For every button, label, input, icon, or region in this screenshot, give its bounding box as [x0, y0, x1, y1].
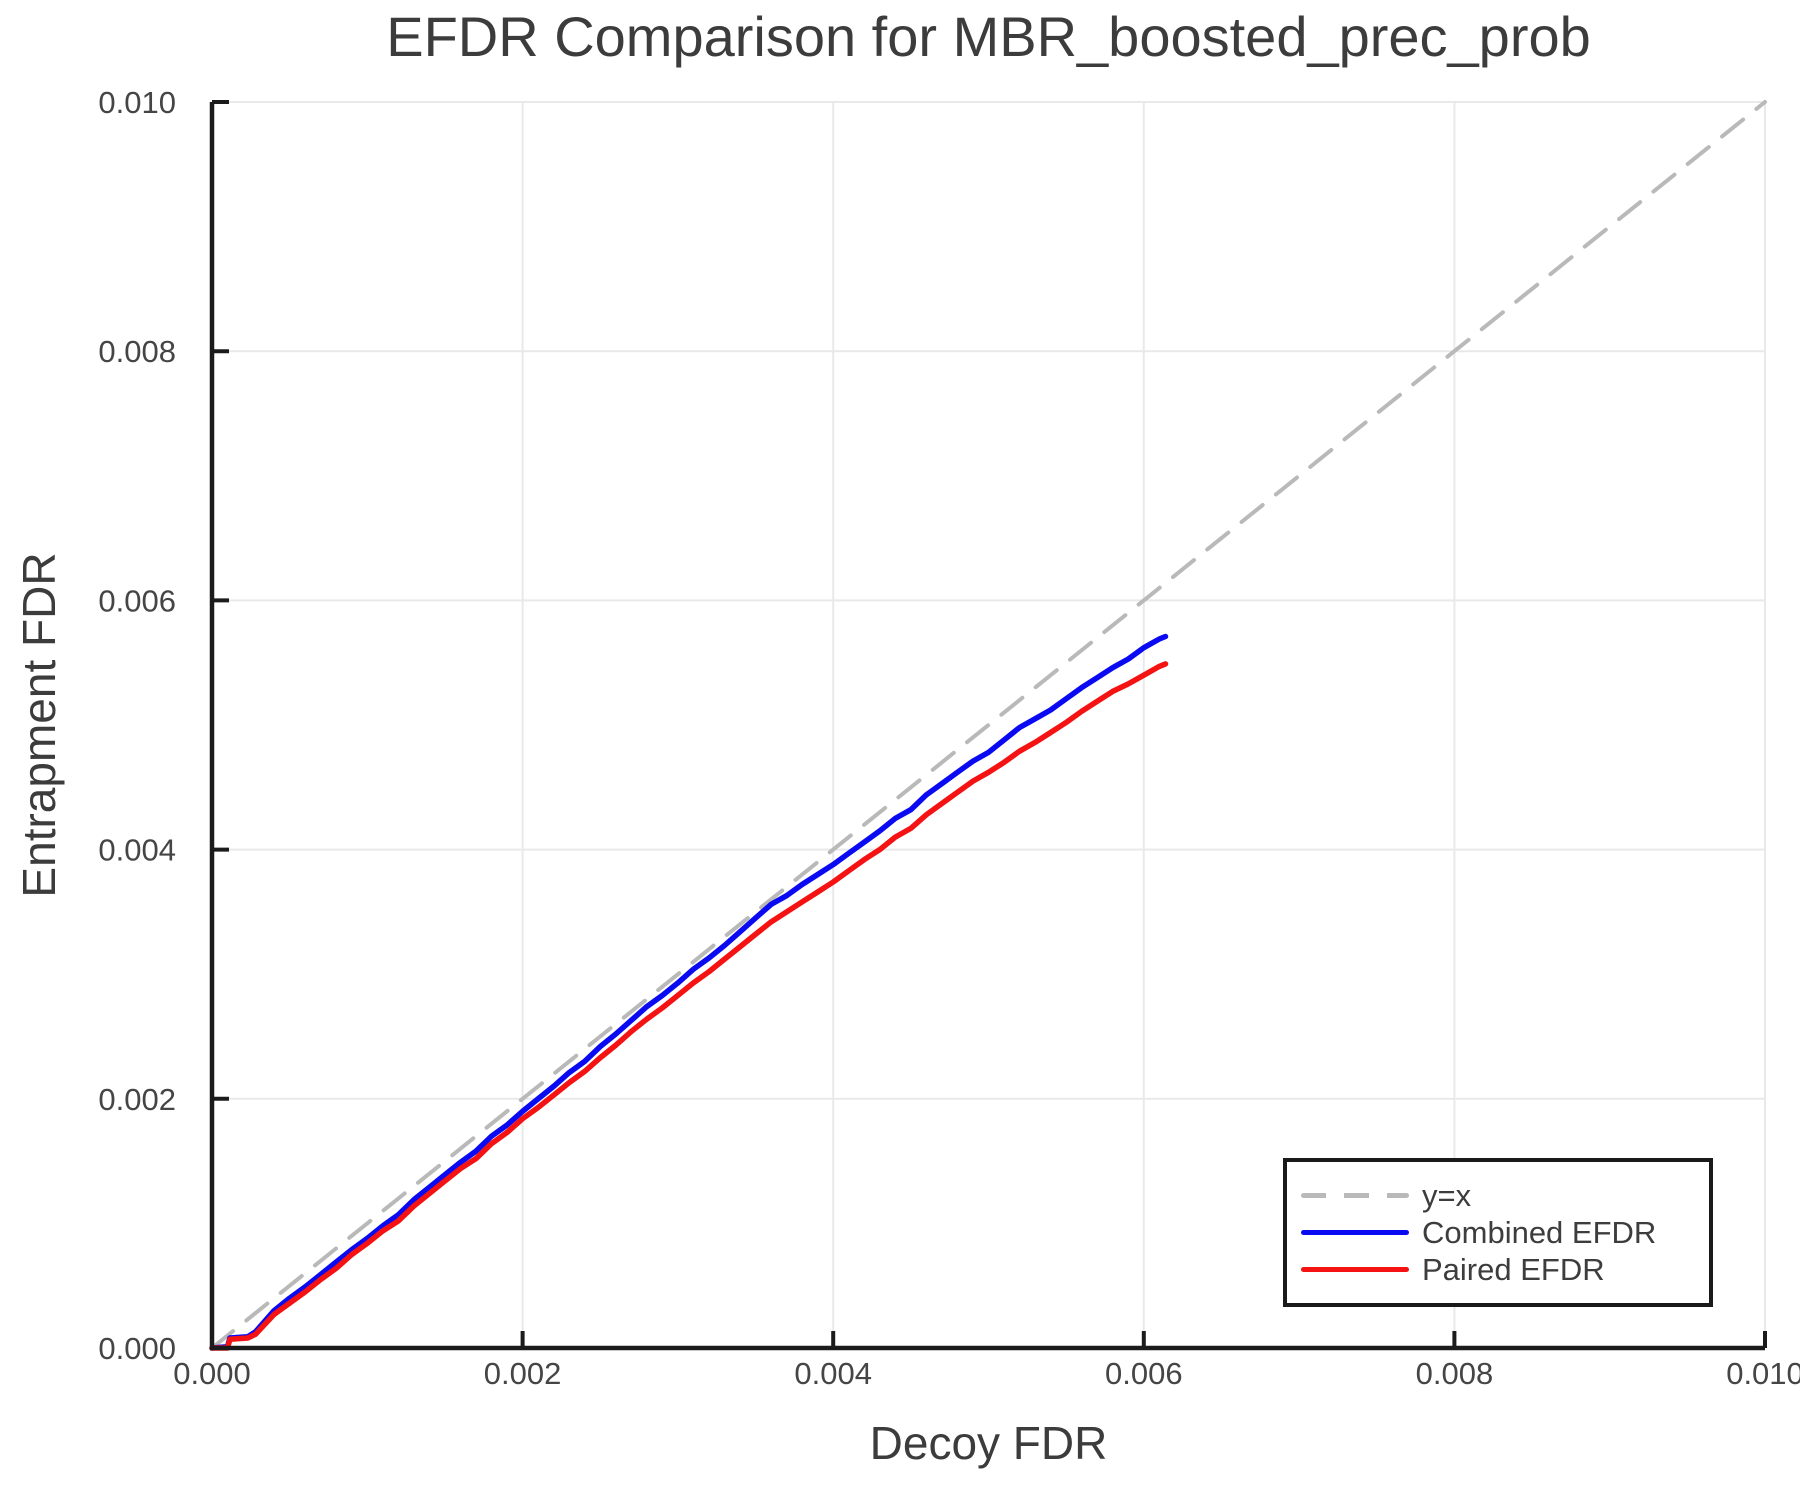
x-tick-label-4: 0.008 [1416, 1356, 1494, 1391]
x-tick-label-3: 0.006 [1105, 1356, 1183, 1391]
legend-row-combined-efdr: Combined EFDR [1287, 1214, 1709, 1251]
legend-row-yx: y=x [1287, 1177, 1709, 1214]
x-axis-label: Decoy FDR [869, 1417, 1108, 1469]
x-tick-label-2: 0.004 [794, 1356, 872, 1391]
x-tick-label-1: 0.002 [484, 1356, 562, 1391]
series-line-combined-efdr [209, 633, 1169, 1351]
legend-row-paired-efdr: Paired EFDR [1287, 1251, 1709, 1288]
y-axis-label: Entrapment FDR [13, 552, 65, 898]
x-tick-label-0: 0.000 [173, 1356, 251, 1391]
y-tick-label-3: 0.006 [98, 583, 176, 618]
y-tick-label-0: 0.000 [98, 1331, 176, 1366]
y-tick-label-4: 0.008 [98, 334, 176, 369]
legend-label-combined-efdr: Combined EFDR [1422, 1215, 1657, 1250]
series-line-y-x [210, 100, 1767, 1350]
y-tick-label-5: 0.010 [98, 85, 176, 120]
blue-line-sample-icon [1301, 1230, 1409, 1235]
legend-label-paired-efdr: Paired EFDR [1422, 1252, 1605, 1287]
red-line-sample-icon [1301, 1267, 1409, 1272]
y-tick-label-2: 0.004 [98, 833, 176, 868]
x-tick-label-5: 0.010 [1726, 1356, 1800, 1391]
legend: y=x Combined EFDR Paired EFDR [1283, 1158, 1713, 1307]
chart-title: EFDR Comparison for MBR_boosted_prec_pro… [386, 5, 1591, 68]
series-line-paired-efdr [209, 661, 1169, 1351]
y-tick-label-1: 0.002 [98, 1082, 176, 1117]
legend-label-yx: y=x [1422, 1178, 1472, 1213]
dashed-line-sample-icon [1301, 1193, 1409, 1198]
